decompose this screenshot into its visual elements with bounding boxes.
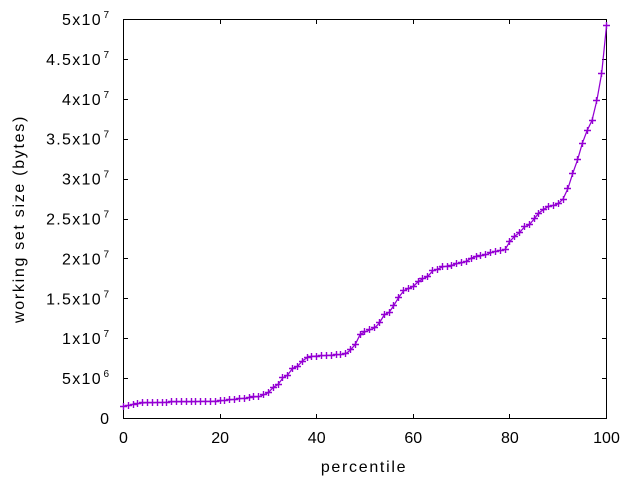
svg-text:0: 0 xyxy=(100,411,109,428)
svg-text:60: 60 xyxy=(404,430,422,447)
svg-text:20: 20 xyxy=(211,430,229,447)
svg-text:percentile: percentile xyxy=(321,459,407,476)
svg-text:100: 100 xyxy=(593,430,620,447)
svg-text:working set size (bytes): working set size (bytes) xyxy=(11,115,28,324)
svg-text:40: 40 xyxy=(308,430,326,447)
svg-text:80: 80 xyxy=(501,430,519,447)
svg-text:0: 0 xyxy=(119,430,128,447)
